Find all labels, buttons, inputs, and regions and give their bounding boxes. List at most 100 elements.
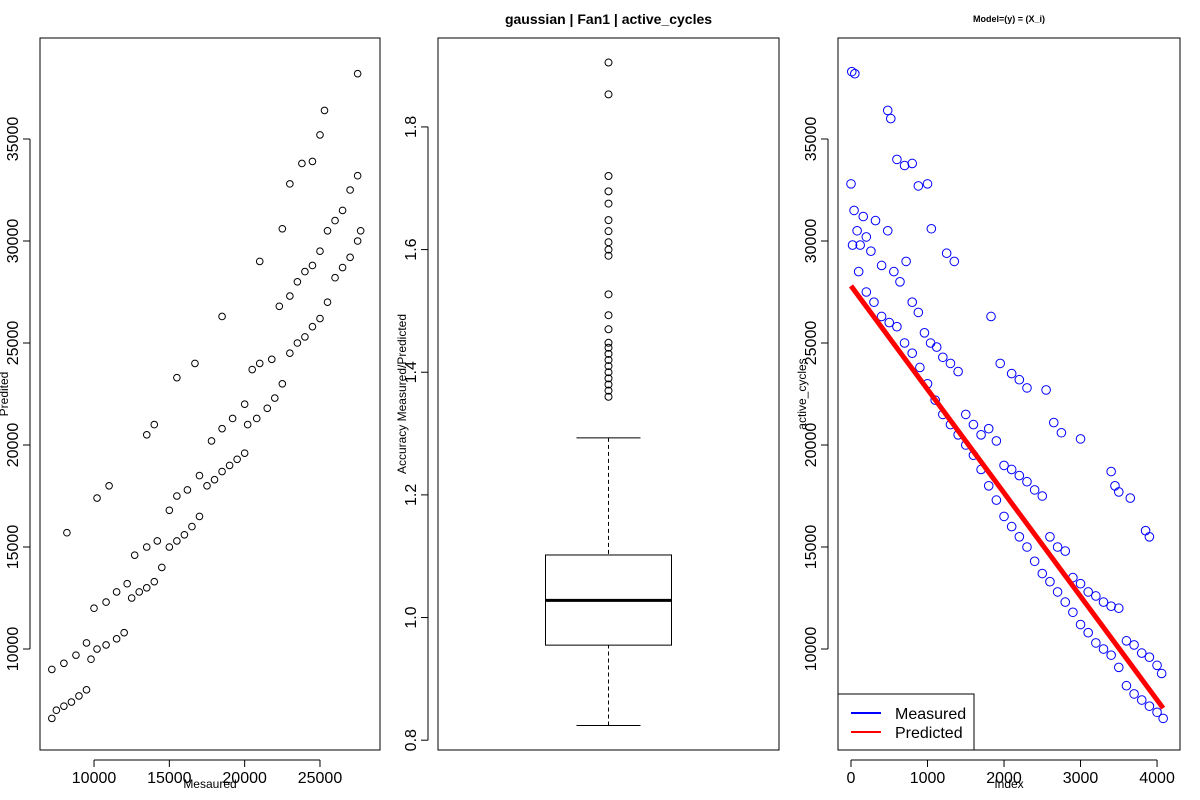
- data-point: [976, 430, 986, 440]
- data-point: [255, 257, 264, 266]
- data-point: [852, 225, 862, 236]
- data-point: [941, 248, 952, 259]
- outlier: [604, 238, 613, 247]
- y-tick-label: 35000: [803, 117, 820, 162]
- data-point: [876, 311, 887, 322]
- data-point: [142, 584, 151, 592]
- outlier: [604, 355, 613, 364]
- data-point: [889, 266, 899, 277]
- data-point: [999, 460, 1009, 471]
- data-point: [1113, 487, 1124, 497]
- data-point: [203, 482, 211, 490]
- data-point: [130, 551, 139, 559]
- data-point: [1144, 652, 1155, 662]
- data-point: [67, 698, 76, 706]
- data-point: [938, 352, 948, 363]
- data-point: [1152, 707, 1162, 718]
- data-point: [1129, 640, 1139, 650]
- data-point: [968, 419, 979, 430]
- plot-frame: [837, 37, 1181, 751]
- data-point: [323, 298, 332, 306]
- data-point: [861, 287, 872, 297]
- data-point: [52, 706, 61, 715]
- data-point: [986, 311, 996, 322]
- outlier: [604, 325, 613, 334]
- y-axis-label: active_cycles: [795, 358, 809, 429]
- data-point: [298, 159, 306, 168]
- data-point: [850, 68, 860, 79]
- x-tick-label: 25000: [298, 770, 343, 787]
- outlier: [604, 58, 613, 67]
- data-point: [183, 486, 192, 494]
- y-axis-label: Accuracy Measured/Predicted: [395, 314, 409, 474]
- data-point: [983, 423, 994, 434]
- data-point: [846, 179, 856, 189]
- data-point: [90, 604, 98, 613]
- data-point: [1075, 619, 1086, 630]
- data-point: [870, 215, 881, 226]
- data-point: [1091, 638, 1101, 648]
- data-point: [1144, 532, 1155, 542]
- data-point: [346, 253, 354, 262]
- data-point: [1006, 368, 1017, 379]
- data-point: [316, 314, 324, 323]
- y-tick-label: 30000: [5, 219, 22, 264]
- data-point: [1125, 493, 1136, 503]
- data-point: [301, 333, 309, 341]
- data-point: [60, 659, 68, 668]
- data-point: [899, 160, 910, 171]
- data-point: [153, 537, 162, 545]
- data-point: [1045, 532, 1055, 542]
- data-point: [919, 327, 930, 338]
- data-point: [173, 537, 181, 545]
- data-point: [233, 455, 241, 464]
- data-point: [218, 467, 226, 476]
- data-point: [869, 297, 879, 307]
- data-point: [1075, 434, 1086, 444]
- data-point: [901, 256, 911, 267]
- x-tick-label: 10000: [72, 770, 117, 787]
- y-tick-label: 35000: [5, 117, 22, 162]
- data-point: [1136, 695, 1147, 705]
- data-point: [913, 307, 924, 318]
- data-point: [48, 714, 56, 723]
- data-point: [243, 420, 252, 429]
- plot-frame: [39, 37, 381, 751]
- data-point: [1121, 636, 1132, 646]
- data-point: [1052, 542, 1063, 552]
- data-point: [1060, 597, 1071, 607]
- data-point: [1037, 491, 1048, 501]
- data-point: [1098, 644, 1109, 654]
- outlier: [604, 380, 613, 389]
- data-point: [913, 181, 924, 191]
- prediction-line: [848, 284, 1166, 710]
- y-tick-label: 30000: [803, 219, 820, 264]
- data-point: [210, 475, 219, 484]
- data-point: [123, 579, 131, 588]
- data-point: [1113, 603, 1124, 614]
- data-point: [308, 261, 317, 270]
- legend-label: Measured: [895, 706, 966, 723]
- data-point: [331, 216, 339, 225]
- data-point: [105, 482, 113, 490]
- data-point: [925, 338, 936, 348]
- data-point: [1113, 662, 1124, 673]
- data-point: [926, 223, 937, 234]
- data-point: [1091, 591, 1101, 601]
- data-point: [353, 69, 362, 78]
- data-point: [301, 267, 309, 276]
- outlier: [604, 392, 613, 401]
- data-point: [1060, 546, 1071, 556]
- data-point: [1083, 627, 1093, 638]
- legend-label: Predicted: [895, 725, 963, 742]
- data-point: [1037, 568, 1048, 579]
- data-point: [102, 641, 110, 649]
- data-point: [158, 563, 166, 572]
- data-point: [855, 240, 865, 250]
- data-point: [922, 179, 933, 189]
- data-point: [846, 66, 857, 77]
- x-axis-label: Mesaured: [183, 777, 236, 791]
- data-point: [1006, 464, 1017, 475]
- data-point: [1136, 648, 1147, 658]
- data-point: [188, 522, 196, 531]
